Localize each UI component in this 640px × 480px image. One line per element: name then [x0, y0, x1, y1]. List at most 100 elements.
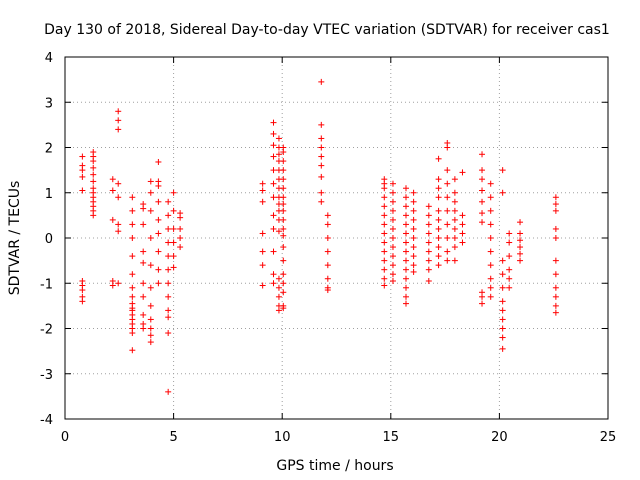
data-point [435, 207, 442, 214]
y-tick-label: -4 [40, 413, 53, 428]
data-point [318, 162, 325, 169]
data-point [451, 198, 458, 205]
data-point [381, 194, 388, 201]
data-point [318, 153, 325, 160]
data-point [552, 235, 559, 241]
data-point [410, 268, 417, 275]
data-point [155, 266, 162, 273]
data-point [280, 201, 287, 208]
data-point [275, 275, 282, 282]
data-point [425, 212, 432, 219]
data-point [259, 282, 266, 289]
data-point [381, 266, 388, 273]
data-point [435, 185, 442, 192]
data-point [389, 244, 396, 251]
plot-frame [64, 56, 609, 420]
data-point [479, 198, 486, 205]
data-point [280, 280, 287, 287]
data-point [499, 167, 506, 174]
data-point [275, 151, 282, 158]
data-point [170, 239, 177, 246]
data-point [506, 253, 513, 260]
data-point [109, 187, 116, 194]
data-point [280, 244, 287, 251]
data-point [425, 257, 432, 264]
y-tick-label: -1 [40, 277, 53, 292]
data-point [324, 221, 331, 228]
y-tick-labels: -4 -3 -2 -1 0 1 2 3 4 [40, 51, 53, 428]
data-point [140, 325, 147, 332]
data-point [165, 314, 172, 321]
data-point [165, 388, 172, 395]
data-point [140, 259, 147, 266]
data-point [451, 257, 458, 264]
chart-title: Day 130 of 2018, Sidereal Day-to-day VTE… [44, 22, 610, 38]
data-point [499, 307, 506, 314]
data-point [517, 219, 524, 226]
data-point [403, 185, 410, 192]
data-point [403, 194, 410, 201]
data-point [410, 225, 417, 232]
data-point [459, 212, 466, 219]
data-point [90, 178, 97, 185]
data-point [140, 205, 147, 212]
data-point [147, 178, 154, 185]
data-point [403, 275, 410, 282]
data-point [479, 219, 486, 226]
data-point [270, 225, 277, 232]
data-point [389, 271, 396, 278]
data-point [552, 271, 559, 278]
data-point [147, 189, 154, 196]
data-point [499, 284, 506, 291]
data-point [115, 126, 122, 133]
data-point [403, 239, 410, 246]
data-point [403, 293, 410, 300]
data-point [403, 248, 410, 255]
data-point [270, 130, 277, 137]
data-point [280, 232, 287, 239]
data-point [410, 244, 417, 251]
data-point [270, 142, 277, 149]
data-point [425, 266, 432, 273]
data-point [259, 180, 266, 187]
x-axis-title: GPS time / hours [276, 458, 393, 474]
data-point [487, 275, 494, 282]
x-tick-label: 5 [169, 430, 177, 445]
x-tick-label: 10 [274, 430, 291, 445]
data-point [552, 201, 559, 208]
x-tick-label: 25 [600, 430, 617, 445]
data-point [410, 253, 417, 260]
data-point [109, 282, 116, 289]
data-point [165, 293, 172, 300]
data-point [499, 189, 506, 196]
data-point [280, 207, 287, 214]
data-point [506, 275, 513, 282]
data-point [499, 325, 506, 332]
data-point [487, 221, 494, 228]
y-tick-label: 0 [45, 232, 53, 247]
data-point [403, 203, 410, 210]
data-point [444, 221, 451, 228]
data-point [381, 282, 388, 289]
data-point [109, 176, 116, 183]
data-point [381, 212, 388, 219]
data-point [259, 230, 266, 237]
data-point [444, 144, 451, 151]
data-point [487, 235, 494, 241]
data-point [259, 187, 266, 194]
data-point [270, 153, 277, 160]
data-point [275, 228, 282, 235]
data-point [140, 280, 147, 287]
data-point [129, 284, 136, 291]
y-tick-label: -2 [40, 323, 53, 338]
data-point [389, 180, 396, 187]
data-point [403, 221, 410, 228]
data-point [410, 207, 417, 214]
data-point [270, 180, 277, 187]
x-tick-label: 0 [61, 430, 69, 445]
data-point [487, 284, 494, 291]
data-point [165, 239, 172, 246]
data-point [318, 173, 325, 180]
data-point [280, 216, 287, 223]
